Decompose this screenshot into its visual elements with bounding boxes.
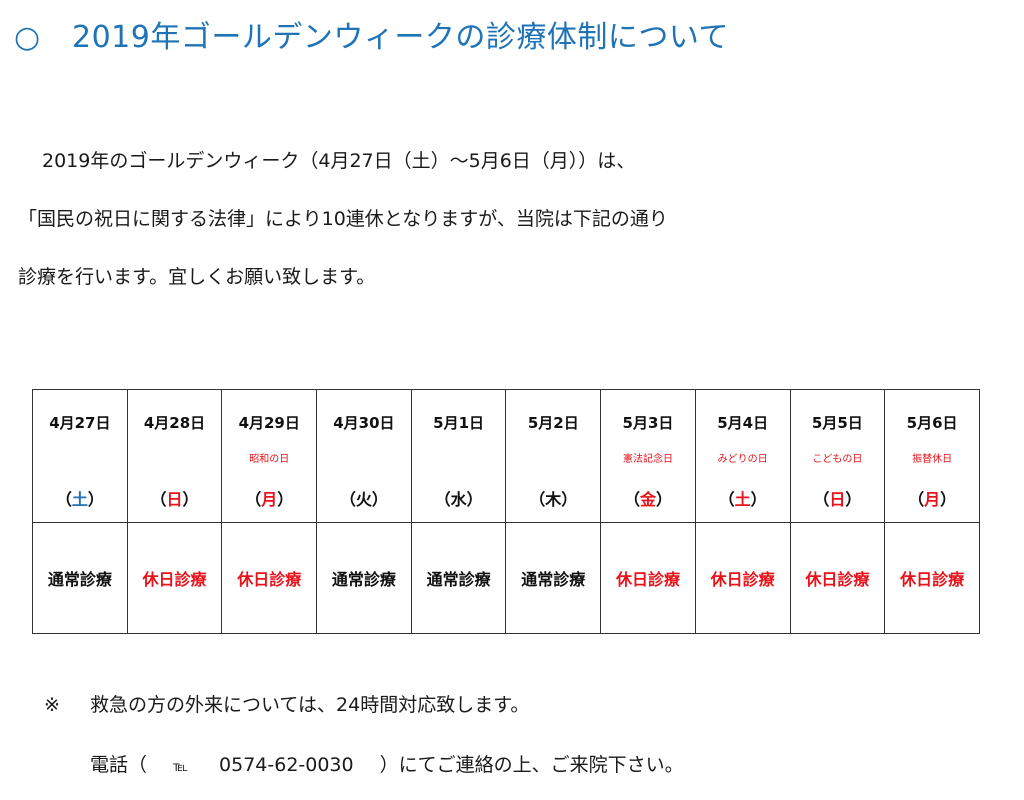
weekday-label: （金） xyxy=(623,490,672,509)
weekday-label: （日） xyxy=(150,490,199,509)
date-label: 5月1日 xyxy=(433,414,485,432)
holiday-name: こどもの日 xyxy=(812,454,863,465)
weekday-label: （月） xyxy=(245,490,294,509)
status-cell: 通常診療 xyxy=(316,522,412,634)
day-cell: 4月30日 （火） xyxy=(316,389,412,523)
phone-number[interactable]: 0574-62-0030 xyxy=(219,754,354,776)
weekday-label: （土） xyxy=(718,490,767,509)
status-cell: 通常診療 xyxy=(410,522,507,634)
schedule-date-row: 4月27日 （土） 4月28日 （日） 4月29日 昭和の日 （月） 4月30日… xyxy=(32,389,980,523)
phone-prefix: 電話（ xyxy=(90,754,148,776)
schedule-table: 4月27日 （土） 4月28日 （日） 4月29日 昭和の日 （月） 4月30日… xyxy=(32,389,980,634)
status-cell: 通常診療 xyxy=(505,522,602,634)
day-cell: 5月1日 （水） xyxy=(410,389,507,523)
intro-line: 「国民の祝日に関する法律」により10連休となりますが、当院は下記の通り xyxy=(18,208,668,230)
status-cell: 休日診療 xyxy=(884,522,980,634)
date-label: 4月28日 xyxy=(143,414,206,432)
phone-contact: 電話（ ℡ 0574-62-0030 ）にてご連絡の上、ご来院下さい。 xyxy=(90,750,684,777)
date-label: 5月5日 xyxy=(811,414,863,432)
status-cell: 休日診療 xyxy=(789,522,886,634)
day-cell: 5月6日 振替休日 （月） xyxy=(884,389,980,523)
day-cell: 4月27日 （土） xyxy=(32,389,128,523)
schedule-status-row: 通常診療 休日診療 休日診療 通常診療 通常診療 通常診療 休日診療 休日診療 … xyxy=(32,522,980,634)
weekday-label: （土） xyxy=(55,490,104,509)
day-cell: 5月2日 （木） xyxy=(505,389,602,523)
date-label: 4月27日 xyxy=(49,414,111,432)
day-cell: 4月28日 （日） xyxy=(126,389,223,523)
status-cell: 休日診療 xyxy=(126,522,223,634)
intro-line: 2019年のゴールデンウィーク（4月27日（土）～5月6日（月））は、 xyxy=(42,150,636,172)
holiday-name: みどりの日 xyxy=(717,454,768,465)
weekday-label: （木） xyxy=(529,490,578,509)
status-cell: 休日診療 xyxy=(221,522,318,634)
holiday-name: 昭和の日 xyxy=(249,454,290,465)
emergency-note: ※ 救急の方の外来については、24時間対応致します。 xyxy=(44,690,529,717)
page-title: ○ 2019年ゴールデンウィークの診療体制について xyxy=(14,12,729,56)
phone-suffix: ）にてご連絡の上、ご来院下さい。 xyxy=(379,754,684,776)
page-title-text: 2019年ゴールデンウィークの診療体制について xyxy=(72,20,729,55)
tel-icon: ℡ xyxy=(173,759,189,775)
emergency-note-text: 救急の方の外来については、24時間対応致します。 xyxy=(90,694,530,716)
day-cell: 5月5日 こどもの日 （日） xyxy=(789,389,886,523)
day-cell: 5月4日 みどりの日 （土） xyxy=(694,389,791,523)
weekday-label: （水） xyxy=(434,490,483,509)
weekday-label: （月） xyxy=(908,490,957,509)
intro-paragraph: 2019年のゴールデンウィーク（4月27日（土）～5月6日（月））は、 「国民の… xyxy=(18,146,668,320)
status-cell: 通常診療 xyxy=(32,522,128,634)
day-cell: 5月3日 憲法記念日 （金） xyxy=(600,389,696,523)
day-cell: 4月29日 昭和の日 （月） xyxy=(221,389,318,523)
holiday-name: 憲法記念日 xyxy=(622,454,673,465)
holiday-name: 振替休日 xyxy=(912,454,953,465)
date-label: 4月30日 xyxy=(333,414,395,432)
weekday-label: （日） xyxy=(813,490,862,509)
date-label: 4月29日 xyxy=(238,414,300,432)
intro-line: 診療を行います。宜しくお願い致します。 xyxy=(18,266,376,288)
status-cell: 休日診療 xyxy=(694,522,791,634)
date-label: 5月4日 xyxy=(717,414,769,432)
date-label: 5月2日 xyxy=(527,414,579,432)
weekday-label: （火） xyxy=(339,490,388,509)
status-cell: 休日診療 xyxy=(600,522,696,634)
date-label: 5月6日 xyxy=(906,414,958,432)
reference-mark-icon: ※ xyxy=(44,694,60,716)
circle-marker-icon: ○ xyxy=(14,20,41,55)
date-label: 5月3日 xyxy=(622,414,674,432)
